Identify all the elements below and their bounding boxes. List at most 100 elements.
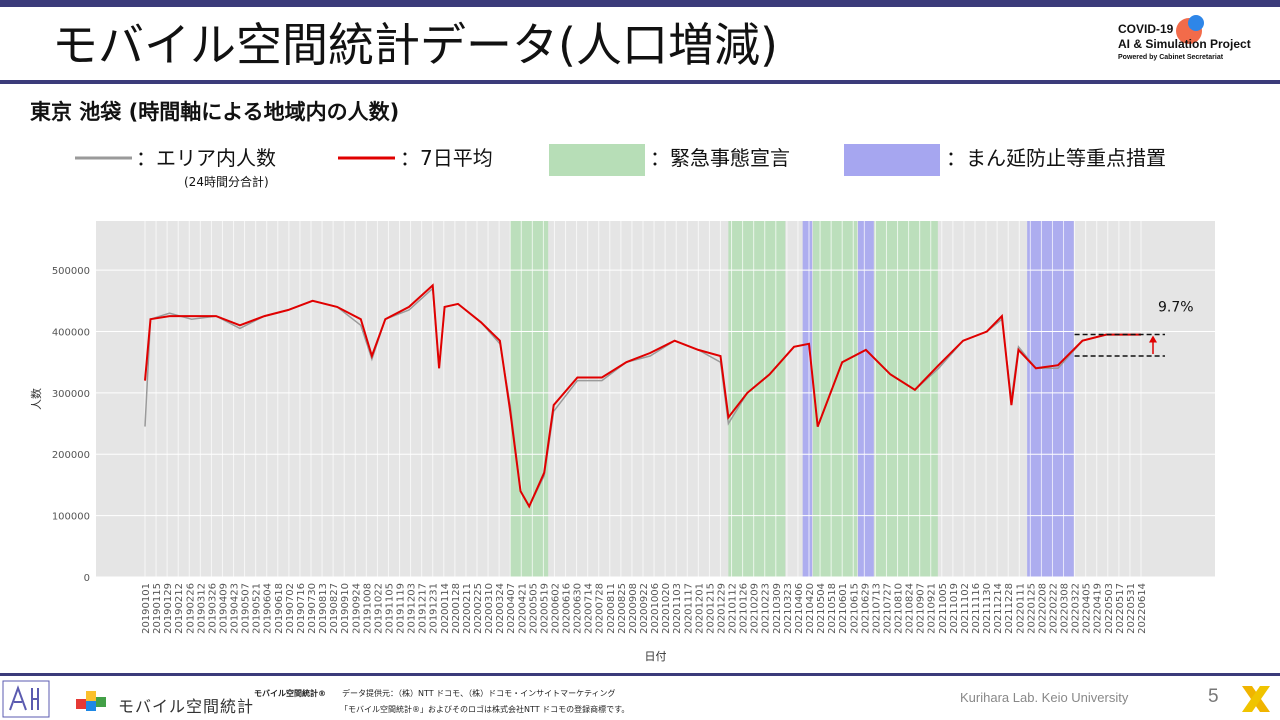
y-tick-label: 200000 [52, 450, 90, 461]
x-tick-label: 20210921 [927, 583, 938, 634]
x-tick-label: 20211102 [960, 583, 971, 634]
x-tick-label: 20200211 [462, 583, 473, 634]
x-tick-label: 20200825 [617, 583, 628, 634]
x-tick-label: 20191217 [418, 583, 429, 634]
x-tick-label: 20200602 [550, 583, 561, 634]
mobile-logo-icon [76, 691, 106, 711]
x-tick-label: 20190409 [218, 583, 229, 634]
project-logo-line3: Powered by Cabinet Secretariat [1118, 54, 1224, 61]
emergency-period-1 [510, 221, 549, 577]
x-tick-label: 20211214 [993, 583, 1004, 634]
x-tick-label: 20190521 [252, 583, 263, 634]
x-tick-label: 20190212 [174, 583, 185, 634]
y-tick-label: 300000 [52, 389, 90, 400]
x-tick-label: 20220614 [1137, 583, 1148, 634]
x-tick-label: 20210615 [849, 583, 860, 634]
x-tick-label: 20220405 [1082, 583, 1093, 634]
y-tick-label: 100000 [52, 512, 90, 523]
legend-emergency-label: ：緊急事態宣言 [650, 146, 790, 170]
x-tick-label: 20190910 [340, 583, 351, 634]
chart-subtitle: 東京 池袋 (時間軸による地域内の人数) [30, 100, 400, 124]
x-tick-label: 20211116 [971, 583, 982, 634]
x-tick-label: 20201201 [694, 583, 705, 634]
x-tick-label: 20220531 [1126, 583, 1137, 634]
x-tick-label: 20220322 [1071, 583, 1082, 634]
x-tick-label: 20200310 [484, 583, 495, 634]
x-tick-label: 20200225 [473, 583, 484, 634]
project-logo: COVID-19 AI & Simulation Project Powered… [1118, 22, 1278, 63]
x-tick-label: 20200922 [639, 583, 650, 634]
x-tick-label: 20220419 [1093, 583, 1104, 634]
x-tick-label: 20190618 [274, 583, 285, 634]
x-tick-label: 20210504 [816, 583, 827, 634]
project-logo-blue-dot [1188, 15, 1204, 31]
x-tick-label: 20210713 [871, 583, 882, 634]
annotation-label: 9.7% [1158, 300, 1194, 316]
x-tick-label: 20220517 [1115, 583, 1126, 634]
project-logo-line2: AI & Simulation Project [1118, 37, 1251, 51]
top-accent-bar [0, 0, 1280, 7]
legend-emergency-swatch [549, 144, 645, 176]
x-tick-label: 20201229 [716, 583, 727, 634]
x-tick-label: 20200407 [506, 583, 517, 634]
x-tick-label: 20210209 [750, 583, 761, 634]
title-divider [0, 80, 1280, 84]
x-tick-label: 20211130 [982, 583, 993, 634]
x-tick-label: 20210518 [827, 583, 838, 634]
x-tick-label: 20210323 [783, 583, 794, 634]
x-tick-label: 20190702 [285, 583, 296, 634]
page-title: モバイル空間統計データ(人口増減) [52, 18, 778, 72]
x-tick-label: 20200630 [573, 583, 584, 634]
emergency-period-4 [874, 221, 938, 577]
x-tick-label: 20200324 [495, 583, 506, 634]
x-axis-title: 日付 [645, 650, 667, 663]
x-tick-label: 20200714 [584, 583, 595, 634]
legend-quasi-label: ：まん延防止等重点措置 [946, 146, 1166, 170]
x-tick-label: 20190312 [196, 583, 207, 634]
x-tick-label: 20190326 [207, 583, 218, 634]
x-tick-label: 20190507 [241, 583, 252, 634]
y-tick-label: 500000 [52, 266, 90, 277]
emergency-period-2 [728, 221, 786, 577]
x-tick-label: 20210309 [772, 583, 783, 634]
x-logo [1242, 686, 1270, 712]
x-tick-label: 20211228 [1004, 583, 1015, 634]
quasi-period-3 [1027, 221, 1074, 577]
x-tick-label: 20220111 [1015, 583, 1026, 634]
x-tick-label: 20220208 [1037, 583, 1048, 634]
footer-mobile-title: モバイル空間統計® [254, 689, 326, 698]
page-number: 5 [1208, 686, 1219, 707]
legend-raw-note: (24時間分合計) [184, 175, 269, 189]
x-tick-label: 20190730 [307, 583, 318, 634]
x-tick-label: 20190827 [329, 583, 340, 634]
footer-trademark: 「モバイル空間統計®」およびそのロゴは株式会社NTT ドコモの登録商標です。 [340, 705, 630, 714]
x-tick-label: 20191231 [429, 583, 440, 634]
x-tick-label: 20201006 [650, 583, 661, 634]
x-tick-label: 20190226 [185, 583, 196, 634]
x-tick-label: 20190423 [230, 583, 241, 634]
x-tick-label: 20200519 [539, 583, 550, 634]
x-tick-label: 20191203 [407, 583, 418, 634]
quasi-period-2 [858, 221, 874, 577]
x-tick-label: 20220503 [1104, 583, 1115, 634]
x-tick-label: 20191119 [396, 583, 407, 634]
x-tick-label: 20210406 [794, 583, 805, 634]
x-tick-label: 20210601 [838, 583, 849, 634]
x-tick-label: 20210112 [728, 583, 739, 634]
annotation-arrow-head [1149, 335, 1157, 343]
x-tick-label: 20201020 [661, 583, 672, 634]
x-tick-label: 20190101 [141, 583, 152, 634]
x-tick-label: 20190129 [163, 583, 174, 634]
x-tick-label: 20190813 [318, 583, 329, 634]
x-tick-label: 20200811 [606, 583, 617, 634]
legend-raw-label: ：エリア内人数 [136, 146, 276, 170]
x-tick-label: 20210727 [882, 583, 893, 634]
x-tick-label: 20200505 [528, 583, 539, 634]
footer-lab: Kurihara Lab. Keio University [960, 690, 1129, 705]
x-tick-label: 20200728 [595, 583, 606, 634]
y-tick-label: 0 [84, 573, 90, 584]
x-tick-label: 20210907 [916, 583, 927, 634]
legend-avg-label: ：7日平均 [400, 146, 493, 170]
x-tick-label: 20201117 [683, 583, 694, 634]
